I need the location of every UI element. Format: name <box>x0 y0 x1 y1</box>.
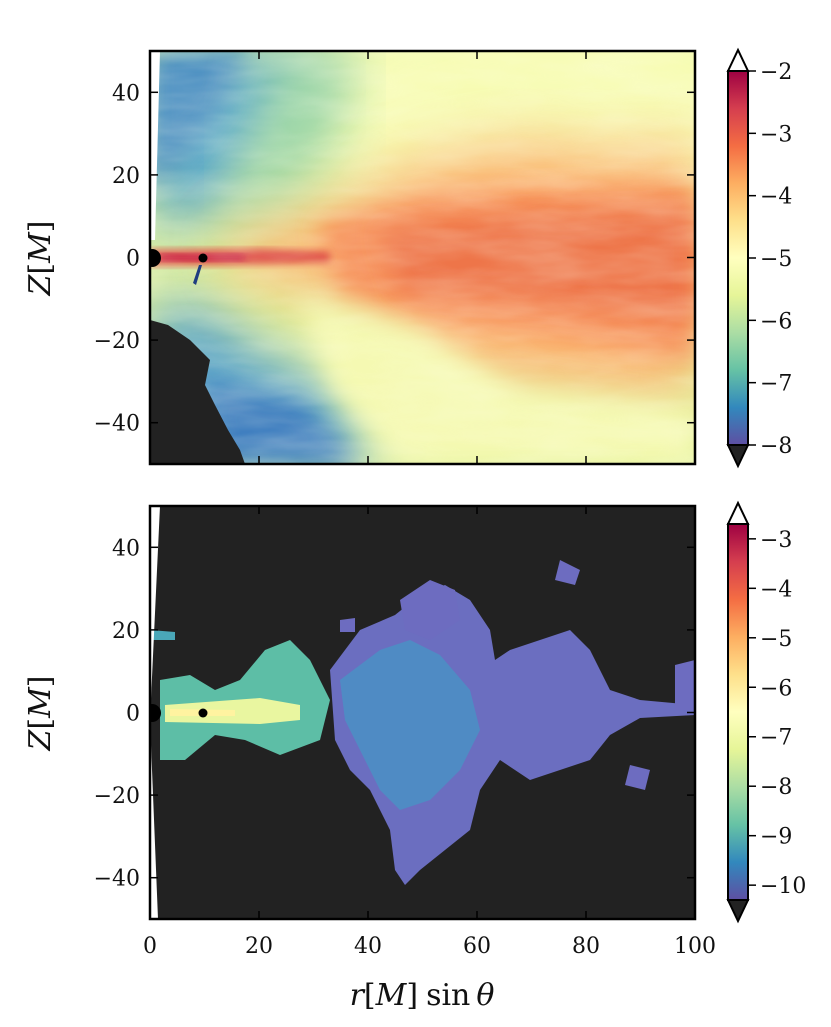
xlabel-close: ] <box>406 978 418 1013</box>
top-ytick-label: −20 <box>94 329 140 354</box>
top-ylabel-open: [ <box>23 263 58 275</box>
top-ticks: −40 −20 0 20 40 <box>94 51 696 464</box>
top-heatmap <box>150 51 695 464</box>
bottom-ytick-label: 20 <box>112 619 140 644</box>
bottom-cbar-tick-label: −9 <box>760 825 792 850</box>
top-ylabel-close: ] <box>23 220 58 232</box>
bottom-colorbar-extend-min <box>726 899 750 924</box>
xlabel-var1: r <box>350 978 366 1013</box>
bottom-xlabel: r[M] sin θ <box>350 978 495 1013</box>
top-ytick-label: 20 <box>112 164 140 189</box>
bottom-colorbar-body <box>728 524 748 900</box>
bottom-ylabel: Z[M] <box>23 675 58 751</box>
bottom-xtick-label: 0 <box>143 934 157 959</box>
top-ytick-label: 0 <box>126 247 140 272</box>
bottom-secondary-black-hole <box>198 708 208 718</box>
top-cbar-tick-label: −2 <box>760 60 792 85</box>
top-ytick-label: 40 <box>112 81 140 106</box>
bottom-colorbar-extend-max <box>726 500 750 525</box>
xlabel-func: sin <box>426 978 470 1013</box>
xlabel-open: [ <box>364 978 376 1013</box>
bottom-xtick-label: 60 <box>463 934 491 959</box>
bottom-heatmap <box>150 506 695 919</box>
bottom-cbar-tick-label: −8 <box>760 775 792 800</box>
secondary-black-hole <box>198 253 208 263</box>
top-colorbar: −2 −3 −4 −5 −6 −7 −8 <box>726 47 792 469</box>
top-cbar-tick-label: −8 <box>760 434 792 459</box>
top-ylabel-unit: M <box>23 231 58 264</box>
bottom-ylabel-var: Z <box>23 729 58 752</box>
top-cbar-tick-label: −6 <box>760 309 792 334</box>
bottom-colorbar: −3 −4 −5 −6 −7 −8 −9 −10 <box>726 500 806 924</box>
bottom-cbar-tick-label: −5 <box>760 627 792 652</box>
top-colorbar-body <box>728 71 748 445</box>
bottom-cbar-tick-label: −10 <box>760 874 806 899</box>
bottom-cbar-tick-label: −3 <box>760 528 792 553</box>
bottom-ytick-label: 40 <box>112 536 140 561</box>
bottom-ticks: 0 20 40 60 80 100 −40 −20 0 20 40 <box>94 506 716 959</box>
bottom-ylabel-open: [ <box>23 718 58 730</box>
top-ytick-label: −40 <box>94 412 140 437</box>
bottom-ytick-label: 0 <box>126 702 140 727</box>
bottom-cbar-tick-label: −7 <box>760 726 792 751</box>
top-panel: −40 −20 0 20 40 Z[M] <box>23 49 697 466</box>
top-cbar-tick-label: −4 <box>760 185 792 210</box>
top-cbar-tick-label: −3 <box>760 122 792 147</box>
bottom-ytick-label: −40 <box>94 867 140 892</box>
top-ylabel-var: Z <box>23 274 58 297</box>
bottom-xtick-label: 20 <box>245 934 273 959</box>
top-ylabel: Z[M] <box>23 220 58 296</box>
bottom-ytick-label: −20 <box>94 784 140 809</box>
bottom-xtick-label: 40 <box>354 934 382 959</box>
xlabel-unit: M <box>375 978 408 1013</box>
bottom-colorbar-frame <box>727 523 749 901</box>
top-colorbar-ticks: −2 −3 −4 −5 −6 −7 −8 <box>748 60 792 459</box>
bottom-colorbar-ticks: −3 −4 −5 −6 −7 −8 −9 −10 <box>748 528 806 899</box>
bottom-ylabel-close: ] <box>23 675 58 687</box>
top-colorbar-extend-max <box>726 47 750 72</box>
bottom-xtick-label: 80 <box>572 934 600 959</box>
top-colorbar-extend-min <box>726 444 750 469</box>
top-cbar-tick-label: −7 <box>760 372 792 397</box>
top-cbar-tick-label: −5 <box>760 247 792 272</box>
xlabel-var2: θ <box>476 978 494 1013</box>
bottom-cbar-tick-label: −6 <box>760 676 792 701</box>
bottom-xtick-label: 100 <box>674 934 716 959</box>
bottom-ylabel-unit: M <box>23 686 58 719</box>
bottom-cbar-tick-label: −4 <box>760 577 792 602</box>
